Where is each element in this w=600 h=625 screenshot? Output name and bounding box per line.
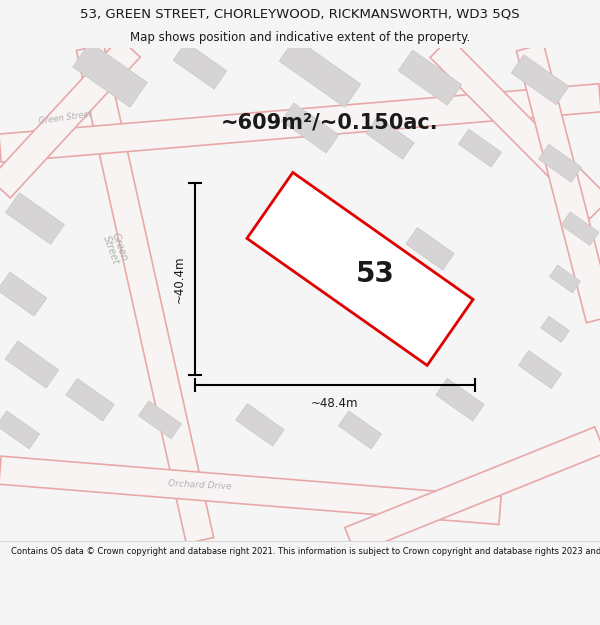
Polygon shape	[458, 129, 502, 167]
Polygon shape	[518, 351, 562, 389]
Polygon shape	[73, 42, 147, 107]
Text: Green Street: Green Street	[38, 110, 92, 126]
Polygon shape	[371, 282, 409, 316]
Polygon shape	[511, 55, 569, 104]
Polygon shape	[541, 316, 569, 342]
Polygon shape	[5, 341, 59, 388]
Polygon shape	[66, 379, 114, 421]
Polygon shape	[338, 411, 382, 449]
Text: Green
Street: Green Street	[101, 231, 129, 266]
Polygon shape	[436, 379, 484, 421]
Polygon shape	[5, 193, 64, 244]
Polygon shape	[236, 404, 284, 446]
Polygon shape	[538, 144, 581, 182]
Polygon shape	[561, 212, 599, 246]
Polygon shape	[0, 38, 140, 198]
Text: Orchard Drive: Orchard Drive	[168, 479, 232, 491]
Polygon shape	[430, 38, 600, 219]
Polygon shape	[0, 456, 501, 524]
Polygon shape	[517, 44, 600, 322]
Text: ~40.4m: ~40.4m	[173, 255, 186, 302]
Polygon shape	[0, 272, 47, 316]
Text: 53: 53	[356, 260, 394, 288]
Polygon shape	[345, 427, 600, 554]
Polygon shape	[406, 228, 454, 270]
Polygon shape	[366, 117, 414, 159]
Polygon shape	[398, 50, 462, 106]
Polygon shape	[139, 401, 182, 439]
Polygon shape	[550, 265, 580, 293]
Polygon shape	[281, 103, 339, 153]
Text: ~609m²/~0.150ac.: ~609m²/~0.150ac.	[221, 113, 439, 133]
Text: Map shows position and indicative extent of the property.: Map shows position and indicative extent…	[130, 31, 470, 44]
Polygon shape	[247, 173, 473, 366]
Text: 53, GREEN STREET, CHORLEYWOOD, RICKMANSWORTH, WD3 5QS: 53, GREEN STREET, CHORLEYWOOD, RICKMANSW…	[80, 8, 520, 21]
Text: Contains OS data © Crown copyright and database right 2021. This information is : Contains OS data © Crown copyright and d…	[11, 548, 600, 556]
Polygon shape	[173, 42, 227, 89]
Polygon shape	[0, 411, 40, 449]
Polygon shape	[76, 44, 214, 544]
Polygon shape	[0, 84, 600, 162]
Polygon shape	[279, 38, 361, 107]
Text: ~48.4m: ~48.4m	[311, 397, 359, 410]
